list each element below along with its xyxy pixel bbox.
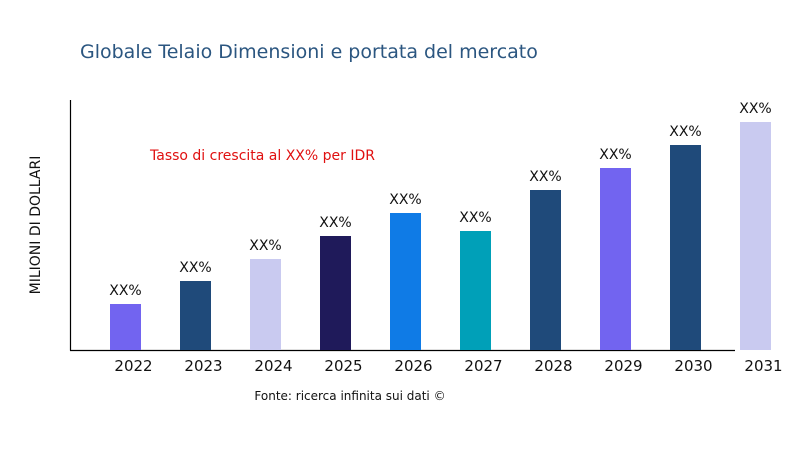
y-axis-label: MILIONI DI DOLLARI: [28, 156, 44, 295]
bar-2031: [740, 122, 771, 350]
data-label-2030: XX%: [669, 124, 701, 140]
bar-2030: [670, 145, 701, 350]
data-label-2028: XX%: [529, 169, 561, 185]
data-label-2027: XX%: [459, 210, 491, 226]
chart-title: Globale Telaio Dimensioni e portata del …: [80, 41, 538, 63]
data-label-2029: XX%: [599, 147, 631, 163]
data-label-2023: XX%: [179, 260, 211, 276]
x-tick-2025: 2025: [324, 357, 362, 375]
source-note: Fonte: ricerca infinita sui dati ©: [254, 389, 445, 403]
x-tick-2026: 2026: [394, 357, 432, 375]
data-label-2026: XX%: [389, 192, 421, 208]
x-tick-2030: 2030: [674, 357, 712, 375]
x-tick-2024: 2024: [254, 357, 292, 375]
bar-2029: [600, 168, 631, 350]
bar-2025: [320, 236, 351, 350]
x-tick-2027: 2027: [464, 357, 502, 375]
x-tick-2028: 2028: [534, 357, 572, 375]
data-label-2024: XX%: [249, 238, 281, 254]
growth-annotation: Tasso di crescita al XX% per IDR: [149, 148, 375, 164]
bar-2023: [180, 281, 211, 350]
bar-2024: [250, 259, 281, 350]
x-tick-2023: 2023: [184, 357, 222, 375]
x-tick-2029: 2029: [604, 357, 642, 375]
data-label-2022: XX%: [109, 283, 141, 299]
bar-2028: [530, 190, 561, 350]
x-tick-2031: 2031: [744, 357, 782, 375]
data-label-2031: XX%: [739, 101, 771, 117]
data-label-2025: XX%: [319, 215, 351, 231]
bar-2026: [390, 213, 421, 350]
x-tick-2022: 2022: [114, 357, 152, 375]
bar-2022: [110, 304, 141, 350]
bar-2027: [460, 231, 491, 350]
